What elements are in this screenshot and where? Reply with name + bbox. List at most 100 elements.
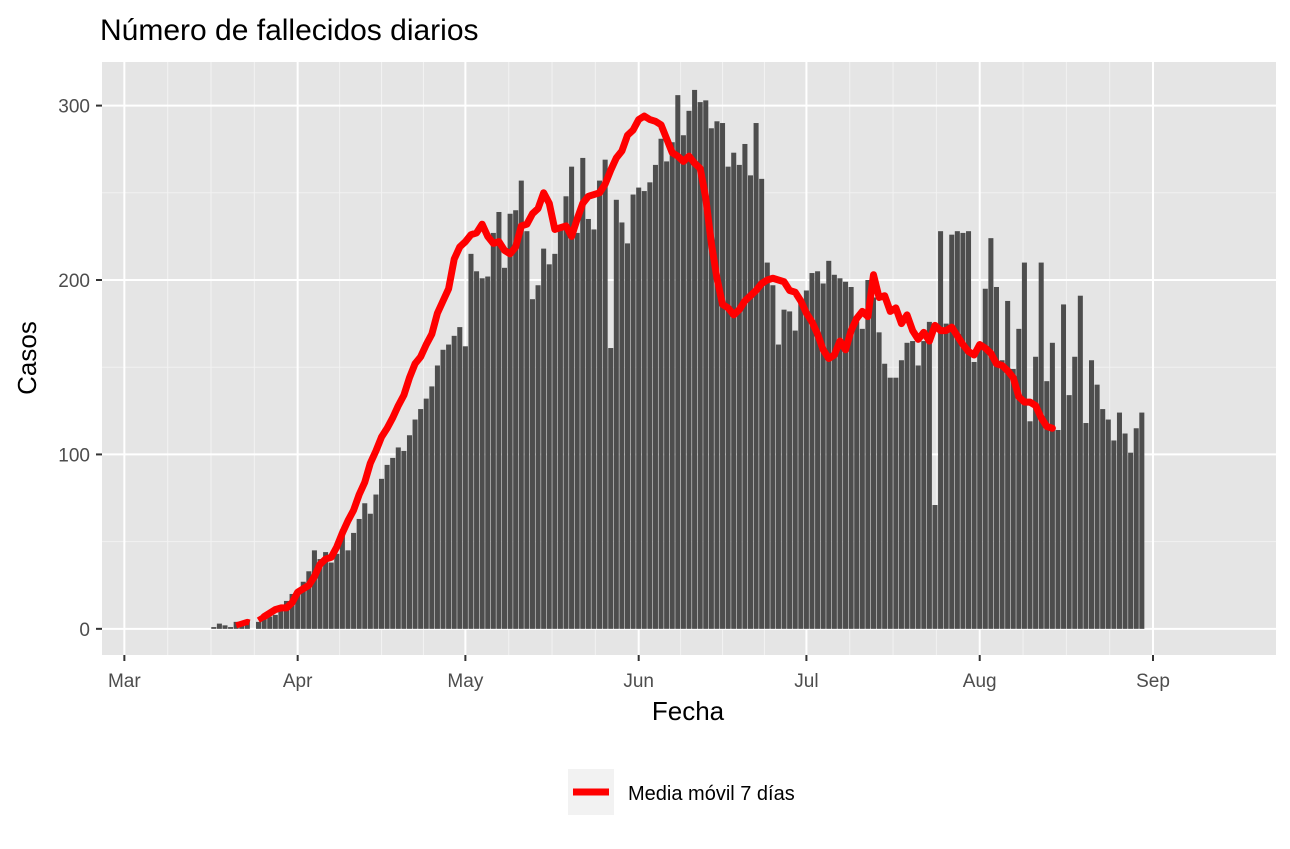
bar	[373, 494, 379, 629]
bar	[585, 218, 591, 629]
bar	[1066, 395, 1072, 629]
bar	[507, 213, 513, 629]
bar	[239, 625, 245, 629]
bar	[949, 234, 955, 629]
y-tick-label: 200	[58, 271, 90, 292]
bar	[317, 559, 323, 629]
bar	[345, 550, 351, 629]
bar	[283, 600, 289, 629]
bar	[960, 232, 966, 629]
bar	[720, 123, 726, 629]
bar	[993, 286, 999, 629]
x-tick-label: Mar	[108, 671, 141, 692]
bar	[457, 327, 463, 629]
bar	[708, 128, 714, 629]
legend-label: Media móvil 7 días	[628, 783, 795, 805]
bar	[697, 102, 703, 629]
chart-title: Número de fallecidos diarios	[100, 14, 479, 47]
y-tick-label: 300	[58, 97, 90, 118]
bar	[418, 409, 424, 629]
bar	[982, 288, 988, 629]
bar	[339, 529, 345, 629]
bar	[306, 571, 312, 629]
bar	[1010, 368, 1016, 629]
bar	[1061, 304, 1067, 629]
bar	[647, 182, 653, 629]
bar	[759, 178, 765, 629]
bar	[725, 166, 731, 629]
bar	[1128, 452, 1134, 629]
bar	[1083, 423, 1089, 629]
bar	[904, 342, 910, 629]
bar	[943, 323, 949, 629]
bars	[211, 89, 1145, 629]
bar	[848, 286, 854, 629]
bar	[826, 260, 832, 629]
bar	[211, 627, 217, 629]
bar	[1027, 421, 1033, 629]
bar	[356, 518, 362, 629]
bar	[267, 616, 273, 629]
bar	[423, 398, 429, 629]
bar	[541, 248, 547, 629]
bar	[977, 344, 983, 629]
bar	[747, 175, 754, 629]
y-tick-label: 0	[79, 620, 90, 641]
bar	[446, 344, 452, 629]
bar	[557, 227, 563, 629]
bar	[1094, 384, 1100, 629]
bar	[474, 271, 480, 629]
bar	[1122, 433, 1128, 629]
bar	[256, 621, 262, 629]
bar	[1055, 430, 1061, 629]
y-axis: 0 100 200 300	[58, 97, 102, 641]
bar	[216, 623, 222, 629]
bar	[954, 231, 960, 629]
bar	[1133, 428, 1139, 629]
bar	[971, 361, 977, 629]
bar	[334, 553, 340, 629]
bar	[1005, 300, 1011, 629]
bar	[1021, 262, 1027, 629]
bar	[1077, 295, 1083, 629]
bar	[686, 110, 692, 629]
bar	[731, 152, 737, 629]
bar	[882, 363, 888, 629]
x-tick-label: Jun	[623, 671, 654, 692]
bar	[406, 435, 412, 629]
x-tick-label: May	[447, 671, 483, 692]
x-tick-label: Apr	[283, 671, 313, 692]
bar	[859, 328, 865, 629]
bar	[876, 332, 882, 629]
bar	[261, 616, 267, 629]
bar	[787, 311, 793, 629]
bar	[753, 123, 759, 629]
bar	[680, 135, 686, 629]
bar	[323, 552, 329, 629]
bar	[820, 283, 826, 629]
bar	[272, 614, 278, 629]
bar	[597, 180, 603, 629]
bar	[563, 196, 569, 629]
x-axis: Mar Apr May Jun Jul Aug Sep	[108, 655, 1170, 692]
bar	[624, 243, 631, 629]
bar	[390, 457, 396, 629]
bar	[569, 166, 575, 629]
bar	[524, 231, 530, 629]
bar	[1072, 356, 1078, 629]
bar	[703, 100, 709, 629]
bar	[764, 262, 770, 629]
bar	[552, 253, 558, 629]
bar	[468, 253, 474, 629]
bar	[641, 191, 647, 629]
bar	[228, 627, 234, 629]
bar	[781, 309, 787, 629]
bar	[379, 478, 385, 629]
bar	[1111, 440, 1117, 629]
bar	[574, 232, 580, 629]
bar	[1105, 419, 1111, 629]
bar	[429, 386, 435, 629]
bar	[295, 592, 301, 629]
bar	[502, 267, 508, 629]
bar	[613, 199, 619, 629]
